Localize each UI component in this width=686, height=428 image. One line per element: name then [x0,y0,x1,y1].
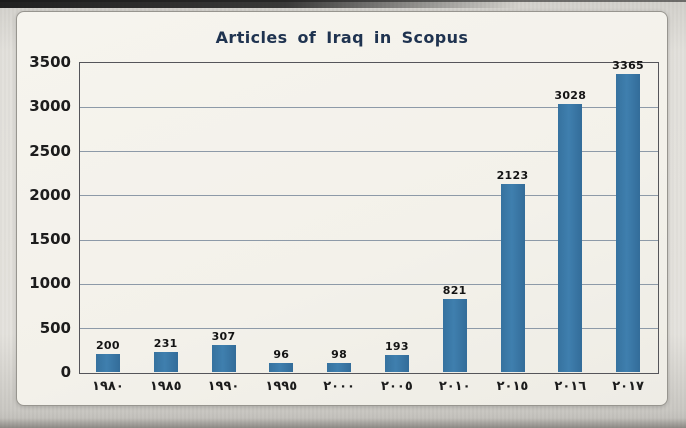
x-tick-label: ٢٠١٥ [496,379,529,394]
bar [153,351,178,372]
y-tick-label: 2500 [29,141,71,160]
y-tick-label: 1000 [29,274,71,293]
y-gridline [80,239,658,241]
bar-value-label: 200 [95,339,120,353]
bar [95,354,120,372]
y-gridline [80,328,658,330]
y-tick-label: 500 [39,318,71,337]
bar [616,73,641,372]
bar-value-label: 231 [153,336,178,350]
bar [211,344,236,372]
x-tick-label: ١٩٩٠ [207,379,240,394]
x-tick-label: ٢٠١٧ [612,379,644,394]
bar-value-label: 96 [273,348,290,362]
bar-value-label: 3365 [612,58,644,72]
x-tick-label: ٢٠٠٥ [381,379,413,394]
bar [269,363,294,372]
screen-top-edge [0,0,686,2]
screen-top-bezel [0,0,520,8]
bar-value-label: 98 [331,348,348,362]
chart-title: Articles of Iraq in Scopus [215,28,469,47]
x-tick-label: ١٩٩٥ [265,379,298,394]
plot-area [79,62,659,374]
bar [384,354,409,372]
x-tick-label: ٢٠٠٠ [323,379,355,394]
y-tick-label: 2000 [29,185,71,204]
bar-value-label: 193 [384,339,409,353]
y-gridline [80,195,658,197]
y-gridline [80,151,658,153]
bar [442,299,467,372]
y-tick-label: 0 [60,363,71,381]
y-tick-label: 3500 [29,53,71,71]
screen-bottom-shadow [0,418,686,428]
x-tick-label: ٢٠١٠ [438,379,471,394]
bar [327,363,352,372]
y-tick-label: 1500 [29,230,71,249]
chart-card: Articles of Iraq in Scopus 0 500 1000 1500 2… [16,11,668,406]
bar-value-label: 3028 [554,88,587,102]
x-tick-label: ١٩٨٠ [92,379,124,394]
bar-value-label: 307 [211,329,236,343]
bar [500,183,525,372]
y-gridline [80,106,658,108]
bar-value-label: 821 [442,284,467,298]
y-gridline [80,283,658,285]
bar-value-label: 2123 [496,168,529,182]
x-tick-label: ١٩٨٥ [149,379,182,394]
y-tick-label: 3000 [29,97,71,116]
x-tick-label: ٢٠١٦ [554,379,587,394]
bar [558,103,583,372]
